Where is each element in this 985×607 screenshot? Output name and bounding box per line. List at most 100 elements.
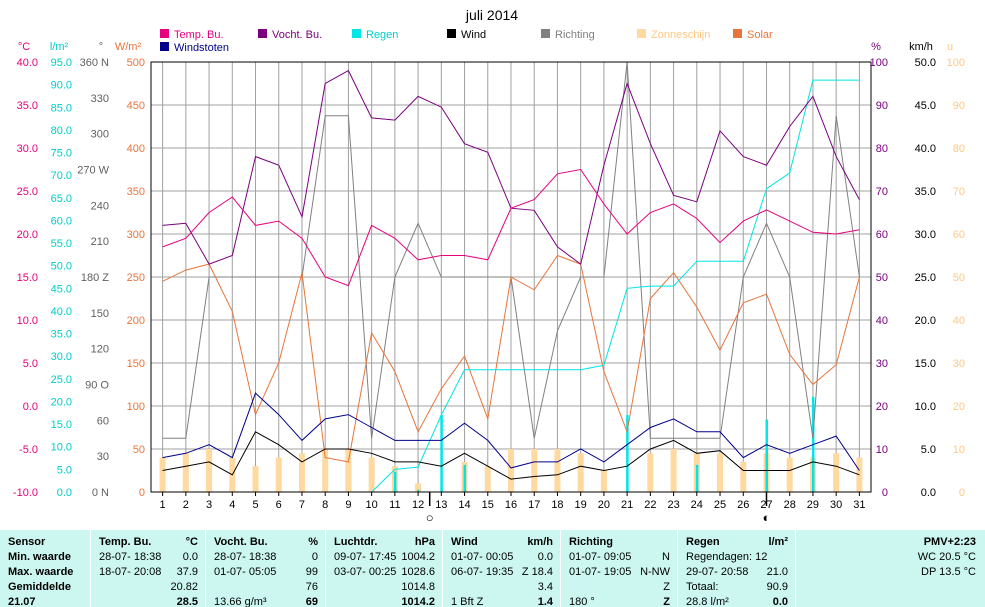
series-line-windstoten (162, 392, 860, 471)
axis-tick-sun: 70 (953, 186, 965, 198)
stats-value: 0.0 (182, 551, 198, 563)
axis-tick-rain: 35.0 (51, 329, 72, 341)
stats-value: 0.0 (772, 596, 788, 607)
sunshine-bar (554, 449, 561, 492)
stats-when: 13.66 g/m³ (214, 596, 267, 607)
stats-value: 1014.2 (401, 596, 435, 607)
x-tick-label: 26 (737, 499, 749, 511)
axis-tick-dir: 30 (97, 451, 109, 463)
stats-header: Regen (686, 536, 720, 548)
stats-value: 28.5 (176, 596, 198, 607)
axis-tick-wind: 45.0 (915, 100, 936, 112)
axis-tick-solar: 500 (127, 57, 145, 69)
legend-label: Vocht. Bu. (272, 29, 322, 41)
x-tick-label: 25 (714, 499, 726, 511)
legend-swatch (160, 29, 169, 38)
stats-col: Richting 01-07- 09:05 N 01-07- 19:05 N-NW Z 18… (560, 530, 678, 607)
x-tick-label: 9 (345, 499, 351, 511)
weather-chart: juli 2014 Temp. Bu. Vocht. Bu. Regen Wind Ri… (13, 7, 965, 525)
axis-tick-solar: 350 (127, 186, 145, 198)
stats-when: 28.8 l/m² (686, 596, 729, 607)
x-tick-label: 18 (551, 499, 563, 511)
axis-tick-rain: 50.0 (51, 261, 72, 273)
stats-row-label: Gemiddelde (8, 581, 71, 593)
axis-tick-rain: 75.0 (51, 148, 72, 160)
x-tick-label: 11 (389, 499, 400, 511)
stats-value: 90.9 (766, 581, 788, 593)
stats-value: 1028.6 (401, 566, 435, 578)
stats-value: 37.9 (176, 566, 198, 578)
axis-tick-rain: 20.0 (51, 396, 72, 408)
axis-tick-temp: 5.0 (23, 358, 38, 370)
axis-tick-solar: 0 (139, 487, 145, 499)
sunshine-bar (159, 457, 166, 492)
stats-unit: km/h (527, 536, 553, 548)
legend: Temp. Bu. Vocht. Bu. Regen Wind Richting Zonn… (160, 29, 773, 54)
axis-tick-hum: 10 (876, 444, 888, 456)
sunshine-bar (275, 457, 282, 492)
stats-unit: hPa (414, 536, 435, 548)
axis-tick-wind: 20.0 (915, 315, 936, 327)
axis-tick-hum: 70 (876, 186, 888, 198)
sunshine-bar (206, 449, 213, 492)
stats-value: 0 (311, 551, 318, 563)
axis-tick-rain: 80.0 (51, 125, 72, 137)
x-tick-label: 28 (784, 499, 796, 511)
x-tick-label: 1 (160, 499, 166, 511)
stats-row-label: 21.07 (8, 596, 36, 607)
stats-unit: % (308, 536, 318, 548)
axis-tick-temp: 20.0 (17, 229, 38, 241)
rain-day-bar (695, 464, 699, 492)
stats-header: Temp. Bu. (99, 536, 152, 548)
axis-tick-temp: -5.0 (19, 444, 38, 456)
axis-tick-rain: 95.0 (51, 57, 72, 69)
axis-unit-wind: km/h (909, 41, 933, 53)
x-tick-label: 3 (206, 499, 212, 511)
chart-title: juli 2014 (465, 7, 518, 23)
axis-tick-hum: 20 (876, 401, 888, 413)
stats-when: 06-07- 19:35 (451, 566, 514, 578)
axis-tick-dir: 270 W (77, 165, 109, 177)
x-tick-label: 17 (528, 499, 540, 511)
axis-tick-temp: -10.0 (13, 487, 38, 499)
axis-unit-hum: % (871, 41, 881, 53)
axis-tick-wind: 30.0 (915, 229, 936, 241)
x-tick-label: 24 (691, 499, 703, 511)
axis-tick-dir: 240 (91, 200, 109, 212)
legend-label: Wind (461, 29, 486, 41)
rain-day-bar (393, 471, 397, 492)
x-tick-label: 30 (830, 499, 842, 511)
moon-marker: ◐ (763, 510, 771, 525)
axis-tick-dir: 210 (91, 236, 109, 248)
plot-frame (150, 61, 872, 493)
axis-tick-solar: 50 (133, 444, 145, 456)
stats-value: 1.4 (537, 596, 553, 607)
stats-table: Sensor Min. waarde Max. waarde Gemiddelde 21… (0, 530, 985, 607)
legend-label: Windstoten (174, 42, 229, 54)
sunshine-bar (322, 449, 329, 492)
legend-swatch (352, 29, 361, 38)
sunshine-bar (600, 470, 607, 492)
x-tick-label: 10 (366, 499, 378, 511)
stats-value: 1014.8 (401, 581, 435, 593)
sunshine-bar (670, 449, 677, 492)
sunshine-bar (717, 453, 724, 492)
axis-tick-wind: 5.0 (921, 444, 936, 456)
stats-when: 29-07- 20:58 (686, 566, 749, 578)
axis-tick-dir: 0 N (92, 487, 109, 499)
x-tick-label: 2 (183, 499, 189, 511)
sunshine-bar (182, 453, 189, 492)
stats-row-label: Min. waarde (8, 551, 71, 563)
axis-tick-hum: 60 (876, 229, 888, 241)
legend-swatch (258, 29, 267, 38)
stats-value: 69 (305, 596, 318, 607)
axis-unit-sun: u (947, 41, 953, 53)
stats-value: Z (663, 596, 670, 607)
stats-when: 09-07- 17:45 (334, 551, 397, 563)
stats-unit: °C (185, 536, 198, 548)
legend-label: Solar (747, 29, 773, 41)
stats-value: 99 (305, 566, 318, 578)
x-tick-label: 15 (482, 499, 494, 511)
axis-tick-dir: 150 (91, 308, 109, 320)
stats-value: WC 20.5 °C (917, 551, 976, 563)
